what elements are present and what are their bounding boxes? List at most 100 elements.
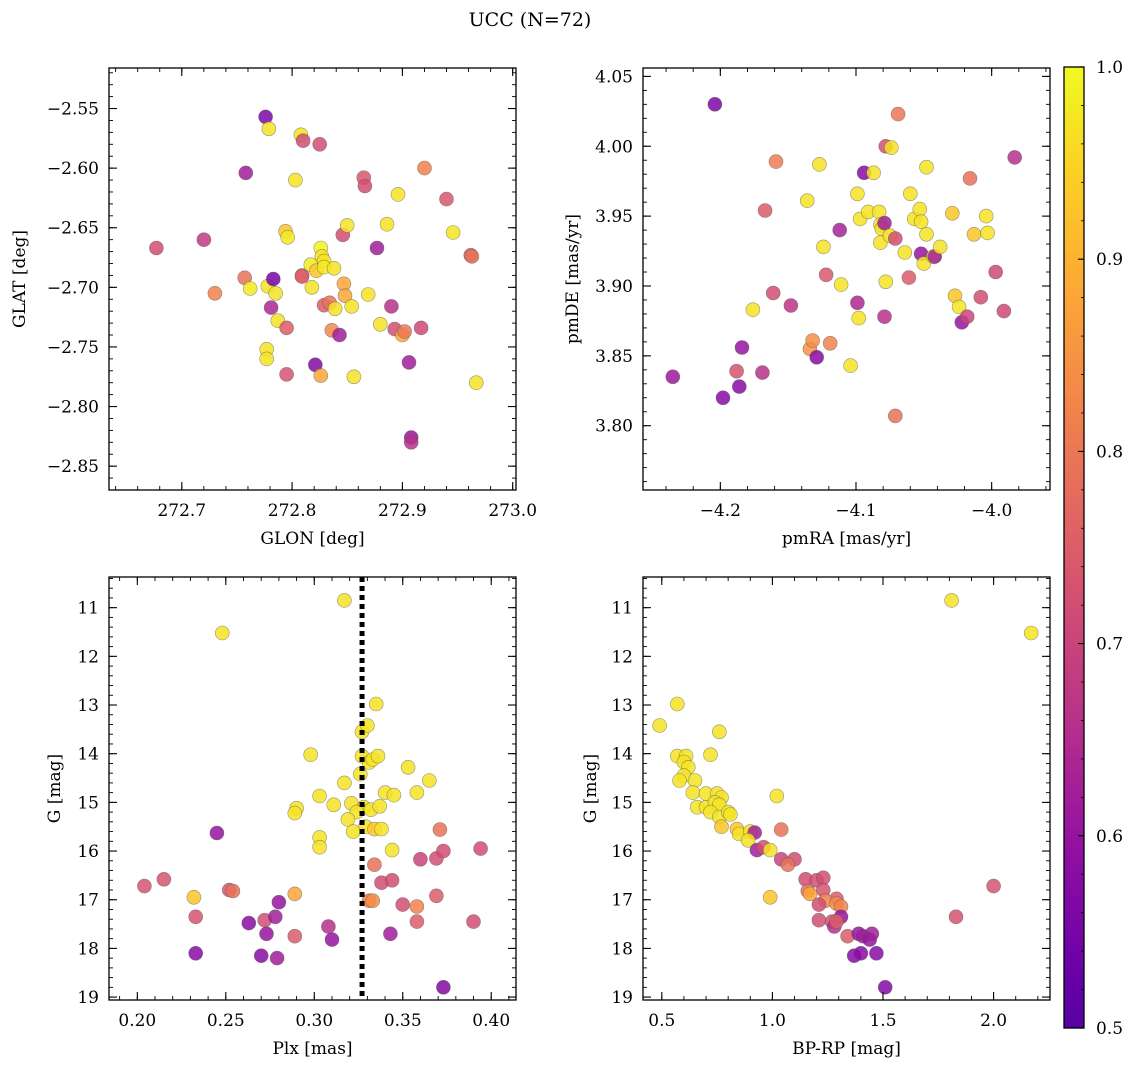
data-point [672,773,687,788]
axes-frame [642,576,1051,1001]
data-point [948,909,964,925]
axes-frame [108,576,517,1001]
data-point [799,193,815,208]
data-point [715,390,731,406]
data-point [295,133,311,148]
data-point [851,310,867,326]
data-point [413,851,428,867]
data-point [912,201,928,217]
y-tick-label: 16 [611,842,633,862]
x-tick-label: 1.5 [869,1011,896,1031]
data-point [267,909,283,925]
panel-plx-g: 0.20 0.25 0.30 0.35 0.40 11 12 13 14 15 16 17 18 19 Pl… [45,576,517,1059]
data-point [811,897,827,912]
data-point [367,857,382,873]
data-point [685,785,701,800]
data-point [368,696,384,712]
data-point [439,191,454,207]
data-point [809,349,825,365]
data-point [473,841,488,856]
data-point [723,807,738,822]
scatter-points [652,593,1039,995]
data-point [755,365,770,380]
data-point [337,775,352,791]
data-point [883,140,899,155]
data-point [188,909,203,925]
axes-frame [642,67,1051,491]
colorbar-tick-label: 0.6 [1096,827,1123,847]
data-point [332,327,347,343]
data-point [466,914,481,929]
colorbar-tick-label: 0.5 [1096,1019,1123,1039]
data-point [324,932,340,947]
y-tick-label: 12 [611,647,633,667]
data-point [207,285,223,301]
data-point [287,805,303,821]
y-axis-label: G [mag] [581,754,601,823]
data-point [337,593,352,608]
data-point [280,230,296,245]
data-point [372,316,388,332]
data-point [740,832,756,848]
data-point [279,367,294,382]
y-tick-label: 3.90 [595,277,633,297]
data-point [944,206,960,221]
data-point [762,842,778,858]
data-point [269,950,285,966]
data-point [878,274,894,290]
y-axis-label: pmDE [mas/yr] [563,214,583,344]
data-point [372,798,388,814]
data-point [294,269,310,284]
data-point [241,915,257,931]
data-point [345,824,361,839]
data-point [853,945,869,961]
data-point [901,270,917,285]
data-point [397,324,412,339]
data-point [959,309,975,325]
y-axis-label: GLAT [deg] [10,230,30,328]
x-tick-label: −4.0 [971,501,1012,521]
data-point [268,285,283,301]
data-point [357,178,373,194]
y-tick-label: 17 [611,891,633,911]
data-point [919,227,934,242]
data-point [833,277,849,292]
data-point [869,945,884,961]
data-point [731,379,747,394]
figure-title: UCC (N=72) [469,9,592,31]
x-tick-label: 272.9 [378,501,427,521]
data-point [384,872,400,888]
y-tick-label: 18 [611,939,633,959]
y-tick-label: −2.60 [47,159,99,179]
x-tick-label: 2.0 [980,1011,1007,1031]
data-point [665,369,681,385]
x-tick-label: 272.7 [157,501,206,521]
data-point [866,165,881,181]
y-tick-label: 12 [77,647,99,667]
data-point [379,216,395,232]
y-tick-label: 14 [77,745,99,765]
data-point [265,271,281,287]
data-point [877,979,893,995]
colorbar: 0.5 0.6 0.7 0.8 0.9 1.0 [1063,58,1123,1039]
data-point [816,239,831,255]
data-point [304,279,320,295]
colorbar-tick-label: 0.8 [1096,442,1123,462]
data-point [822,335,838,351]
y-tick-label: 3.85 [595,347,633,367]
data-point [464,249,480,264]
data-point [711,724,727,740]
colorbar-gradient [1063,66,1085,1029]
data-point [919,159,934,175]
data-point [409,899,425,914]
data-point [812,157,827,172]
data-point [436,843,451,859]
x-axis-label: GLON [deg] [260,529,364,549]
data-point [703,747,718,763]
data-point [409,914,425,929]
data-point [805,333,820,348]
data-point [287,886,303,902]
data-point [978,208,994,224]
data-point [374,821,389,837]
x-tick-label: 0.35 [384,1011,422,1031]
